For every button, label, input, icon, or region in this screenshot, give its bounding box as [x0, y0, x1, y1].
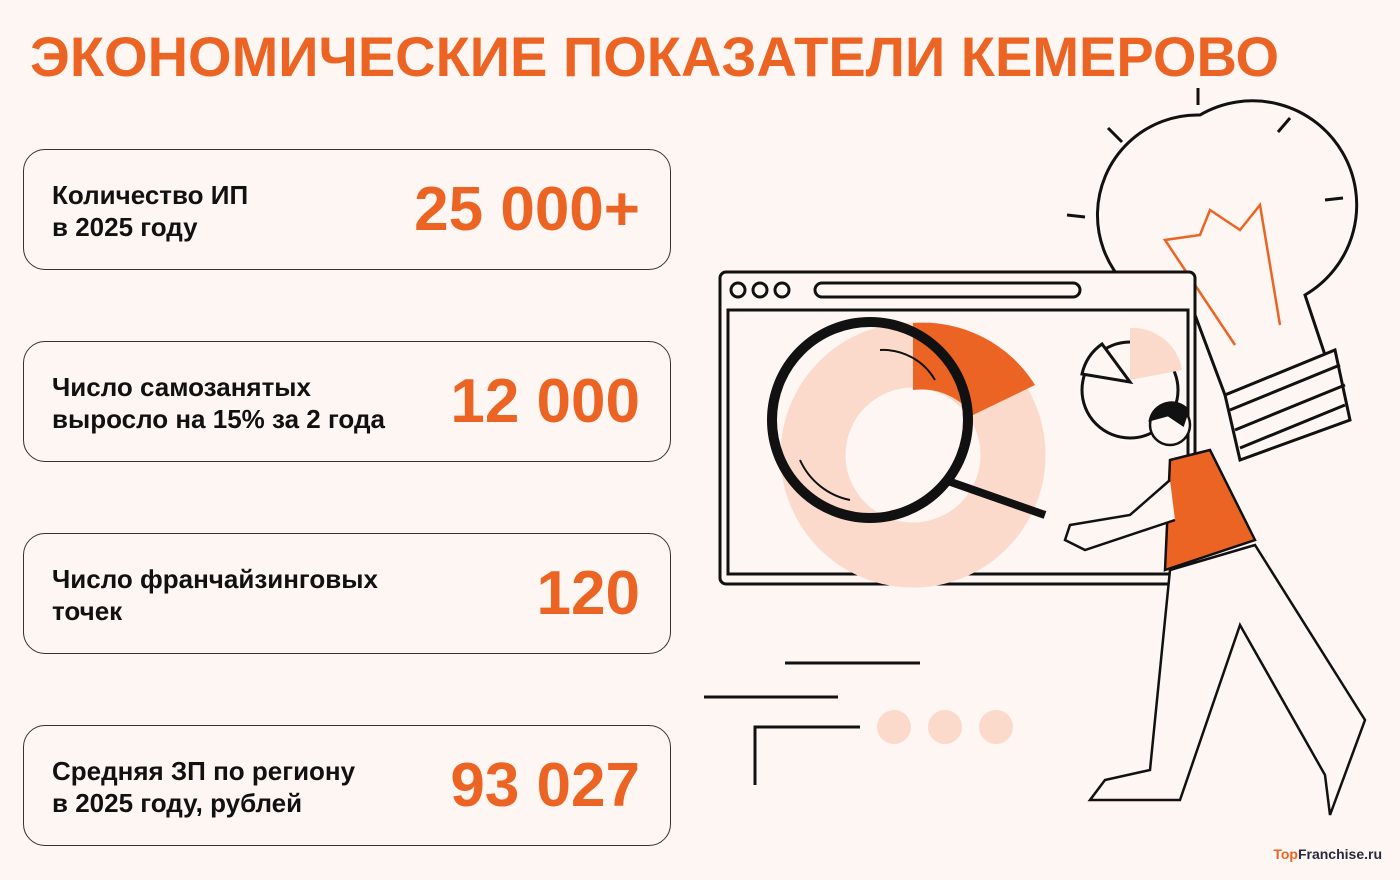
magnifier-icon	[767, 317, 1047, 523]
stat-card-self-employed: Число самозанятых выросло на 15% за 2 год…	[23, 341, 671, 462]
stat-value: 25 000+	[414, 175, 640, 244]
donut-chart	[780, 322, 1046, 588]
stat-value: 93 027	[450, 751, 640, 820]
stat-card-salary: Средняя ЗП по региону в 2025 году, рублей…	[23, 725, 671, 846]
person-figure	[1063, 401, 1367, 816]
stat-label: Число франчайзинговых точек	[52, 564, 378, 626]
stat-card-franchise: Число франчайзинговых точек 120	[23, 533, 671, 654]
stat-value: 120	[536, 559, 640, 628]
page-title: ЭКОНОМИЧЕСКИЕ ПОКАЗАТЕЛИ КЕМЕРОВО	[30, 25, 1280, 88]
stat-label: Число самозанятых выросло на 15% за 2 год…	[52, 372, 385, 434]
stat-label: Количество ИП в 2025 году	[52, 180, 249, 242]
stat-card-ip: Количество ИП в 2025 году 25 000+	[23, 149, 671, 270]
brand-logo: TopFranchise.ru	[1273, 846, 1382, 862]
stat-label: Средняя ЗП по региону в 2025 году, рублей	[52, 756, 356, 818]
lightbulb-icon	[1066, 88, 1359, 462]
stat-value: 12 000	[450, 367, 640, 436]
illustration	[704, 88, 1367, 816]
